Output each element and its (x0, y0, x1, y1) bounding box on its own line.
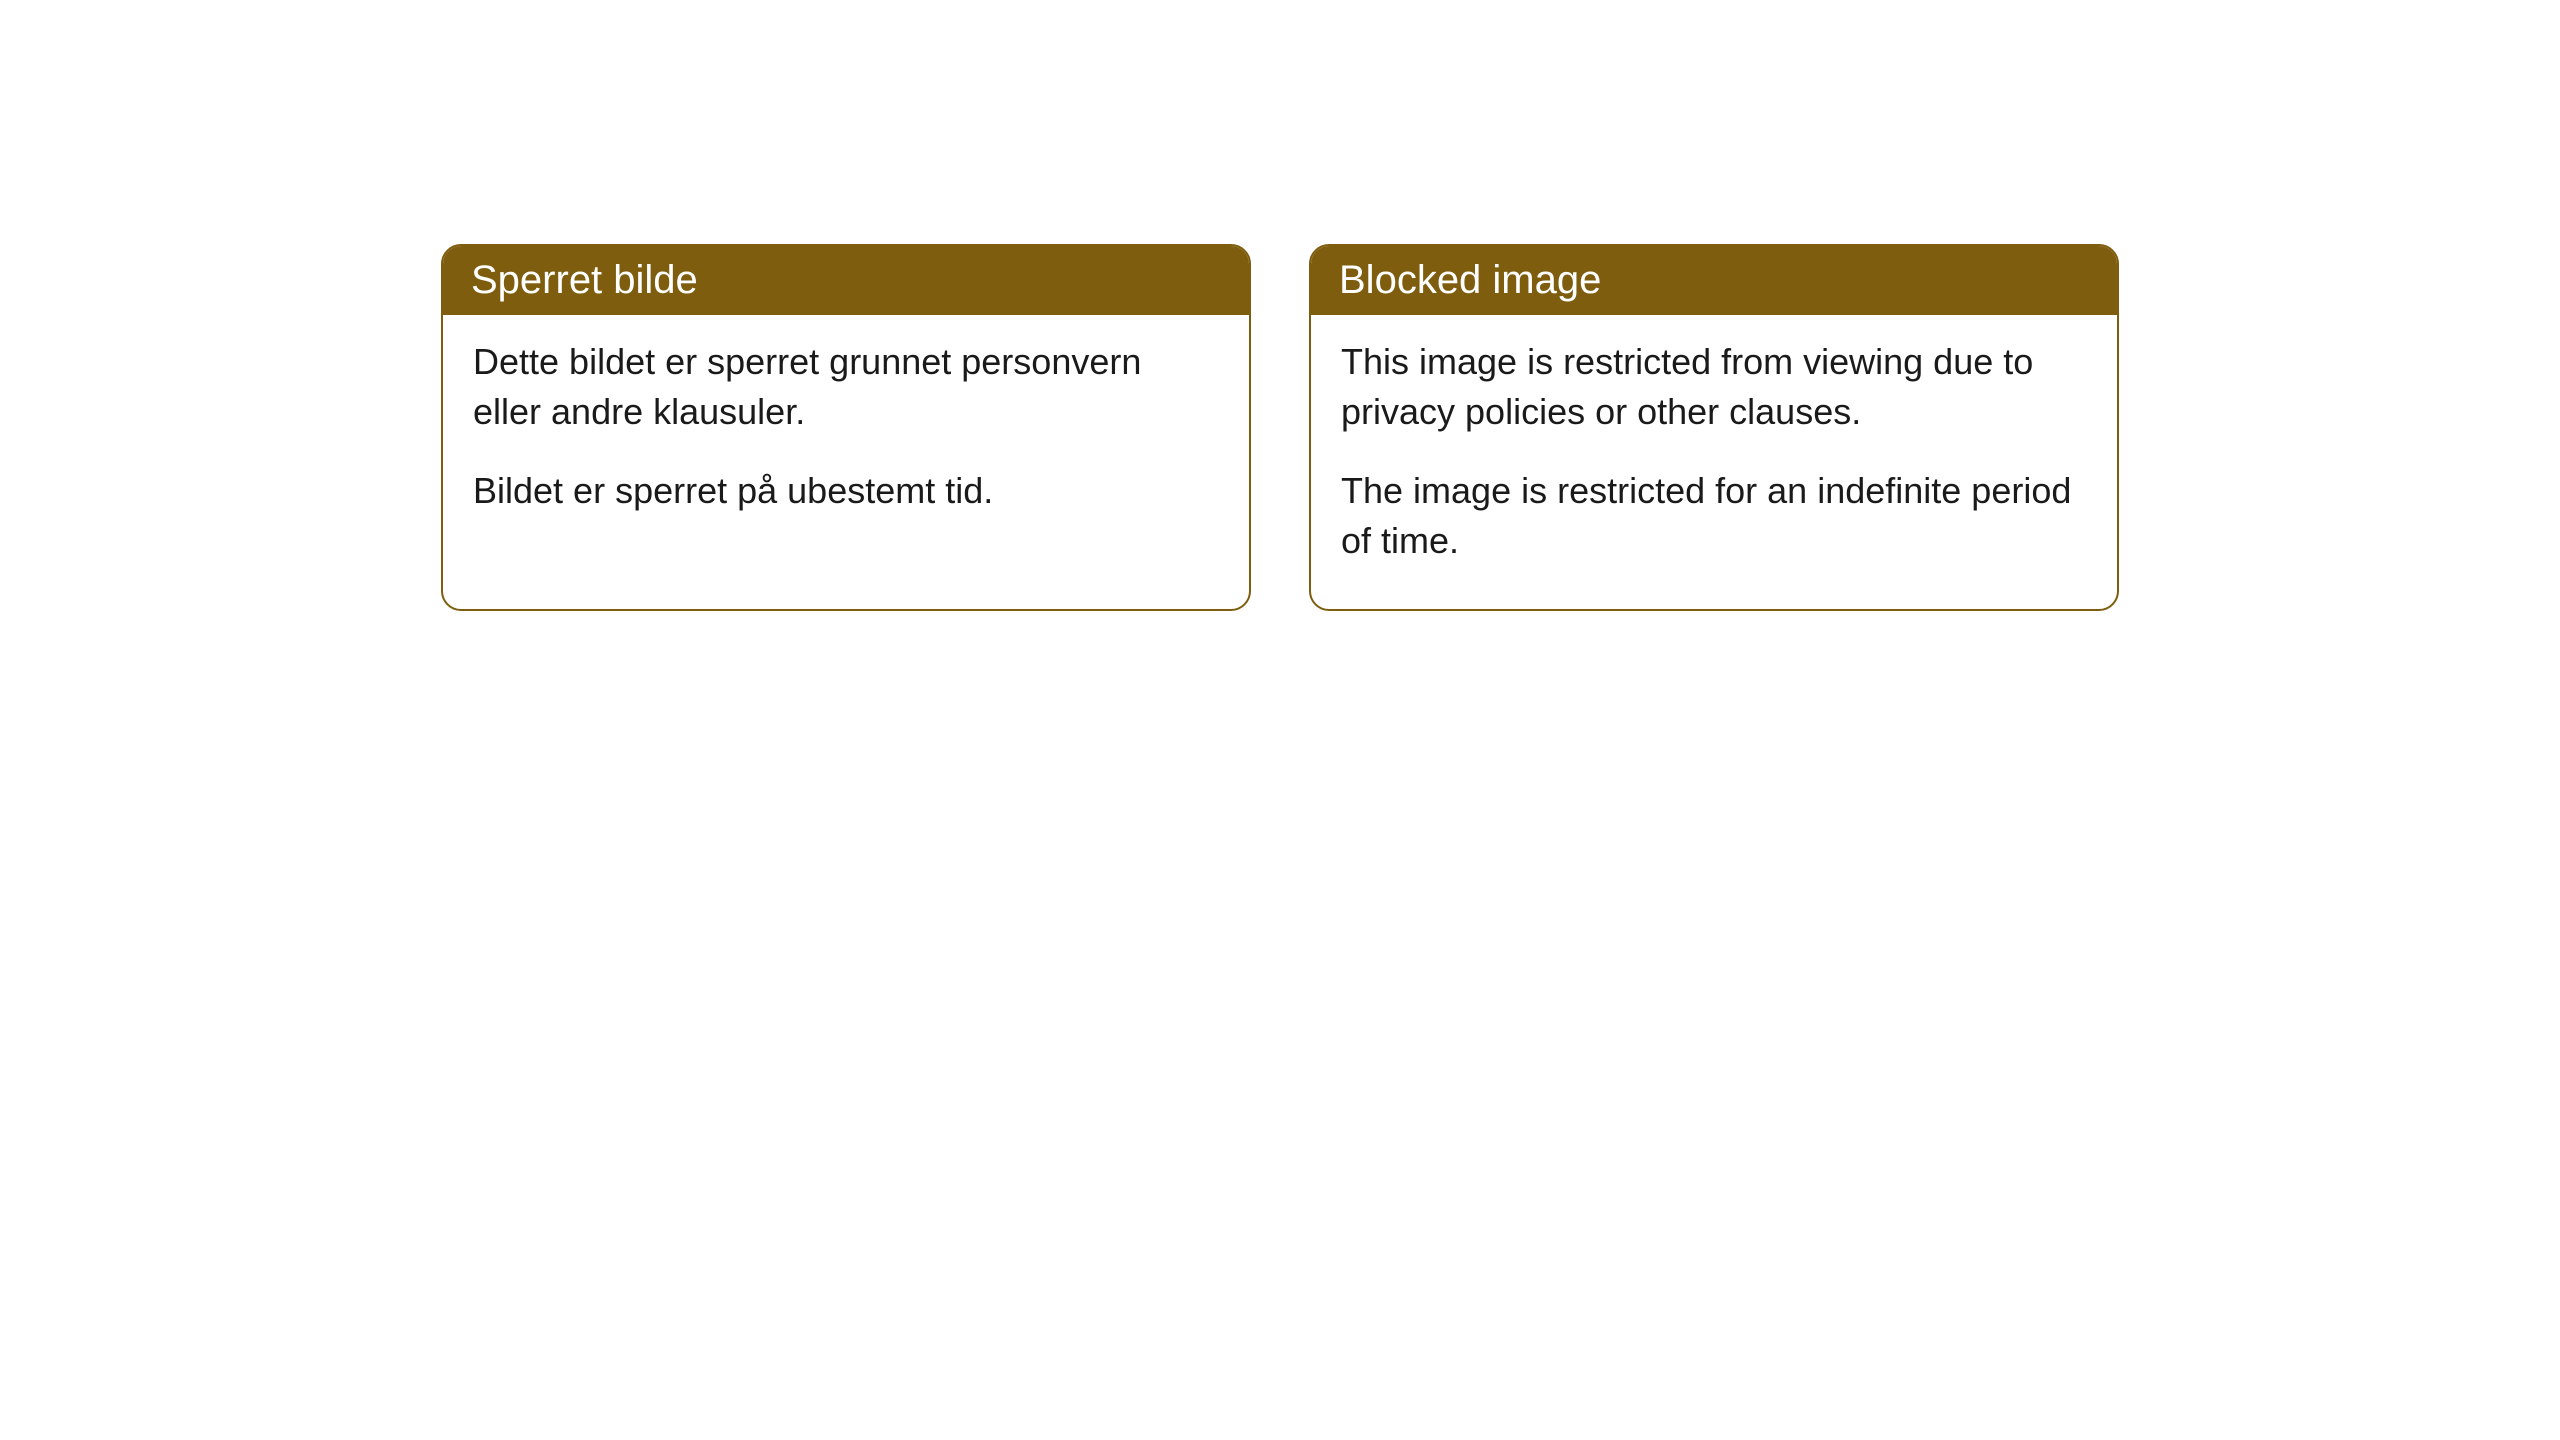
card-text-no-1: Dette bildet er sperret grunnet personve… (473, 337, 1219, 438)
card-body-no: Dette bildet er sperret grunnet personve… (443, 315, 1249, 558)
card-header-en: Blocked image (1311, 246, 2117, 315)
blocked-image-card-en: Blocked image This image is restricted f… (1309, 244, 2119, 611)
card-text-en-2: The image is restricted for an indefinit… (1341, 466, 2087, 567)
card-body-en: This image is restricted from viewing du… (1311, 315, 2117, 609)
blocked-image-card-no: Sperret bilde Dette bildet er sperret gr… (441, 244, 1251, 611)
card-header-no: Sperret bilde (443, 246, 1249, 315)
card-text-no-2: Bildet er sperret på ubestemt tid. (473, 466, 1219, 516)
cards-container: Sperret bilde Dette bildet er sperret gr… (0, 244, 2560, 611)
card-text-en-1: This image is restricted from viewing du… (1341, 337, 2087, 438)
